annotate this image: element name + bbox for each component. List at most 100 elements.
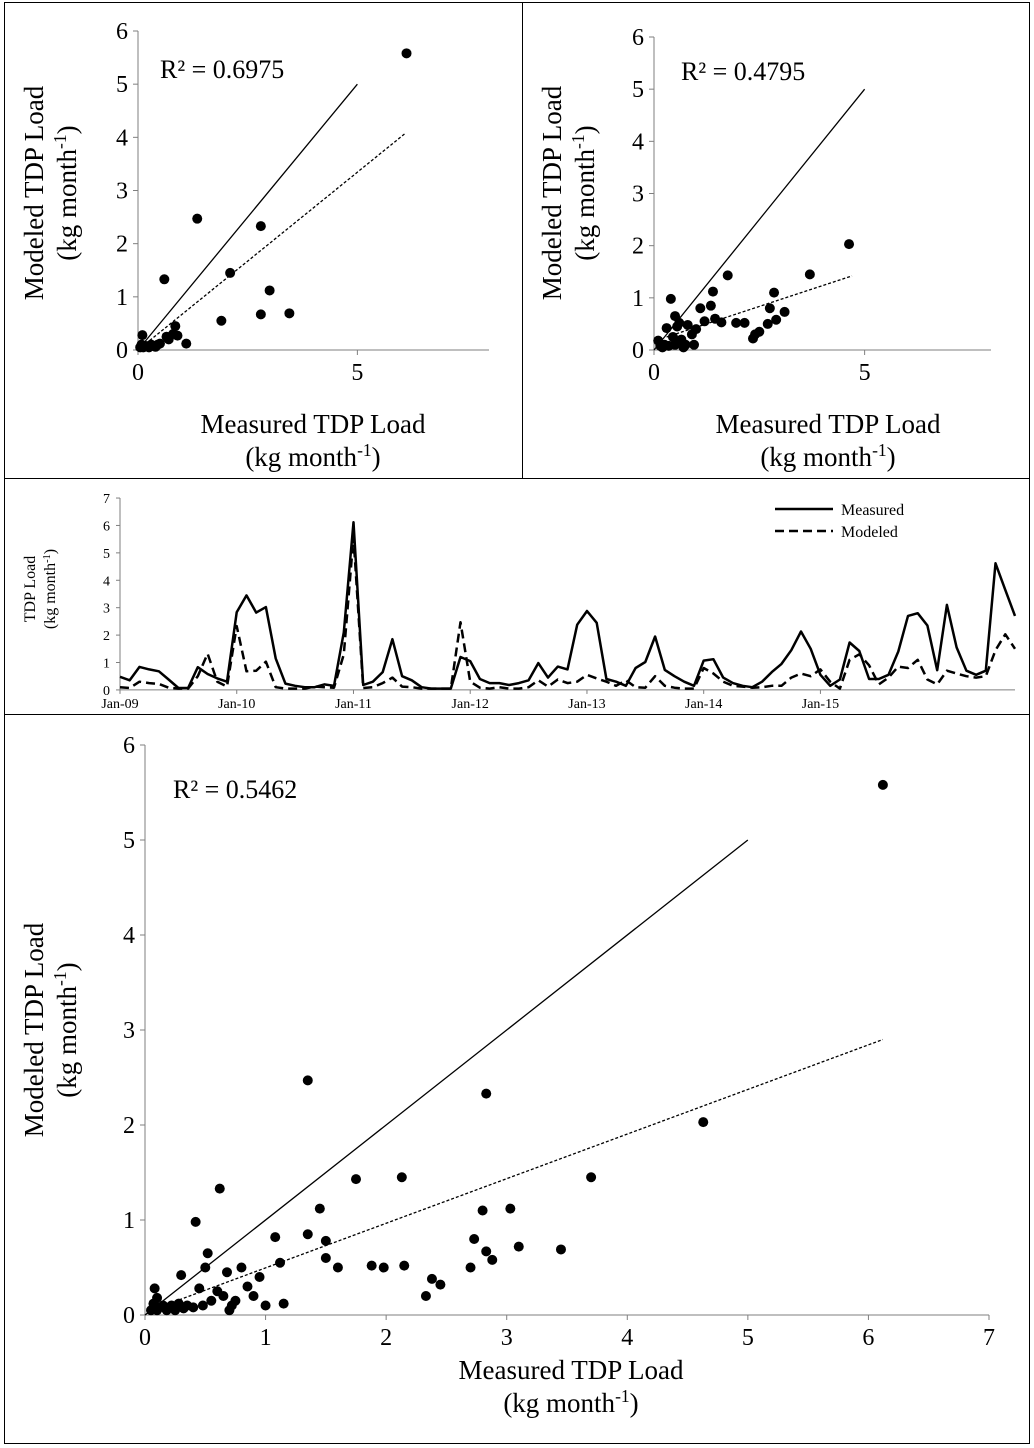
data-point [302, 1075, 313, 1086]
one-to-one-line [653, 88, 866, 351]
data-point [771, 314, 782, 325]
data-point [762, 318, 773, 329]
data-point [149, 1283, 160, 1294]
data-point [739, 317, 750, 328]
data-point [366, 1260, 377, 1271]
y-tick-label: 3 [116, 179, 128, 205]
data-point [731, 317, 742, 328]
data-point [764, 303, 775, 314]
x-tick-label: Jan-14 [685, 697, 722, 712]
data-point [699, 316, 710, 327]
data-point [707, 286, 718, 297]
data-point [426, 1273, 437, 1284]
y-tick-label: 5 [123, 828, 135, 854]
data-point [190, 1216, 201, 1227]
x-tick-label: 0 [132, 360, 144, 386]
x-tick-label: Jan-13 [568, 697, 605, 712]
x-tick-label: 5 [351, 360, 363, 386]
data-point [667, 331, 678, 342]
data-point [225, 267, 236, 278]
data-point [351, 1174, 361, 1185]
trendline [137, 132, 407, 351]
unit-label: (kg month-1) [245, 440, 380, 472]
x-axis-label: Measured TDP Load [716, 409, 941, 439]
x-tick-label: 5 [859, 360, 871, 386]
data-point [401, 48, 412, 59]
y-tick-label: 6 [103, 519, 110, 534]
x-tick-label: 4 [621, 1325, 633, 1351]
data-point [137, 330, 148, 341]
data-point [555, 1244, 566, 1255]
y-tick-label: 0 [632, 338, 644, 364]
y-tick-label: 1 [103, 657, 110, 672]
y-tick-label: 5 [103, 547, 110, 562]
one-to-one-line [144, 839, 749, 1316]
y-tick-label: 7 [103, 492, 110, 507]
y-tick-label: 0 [103, 684, 110, 699]
x-tick-label: Jan-09 [101, 697, 138, 712]
r-squared-annotation: R² = 0.6975 [160, 55, 284, 84]
data-point [877, 779, 888, 790]
data-point [716, 317, 727, 328]
unit-label: (kg month-1) [50, 125, 82, 260]
data-point [206, 1295, 217, 1306]
y-tick-label: 4 [123, 923, 135, 949]
data-point [779, 306, 790, 317]
y-tick-label: 1 [632, 286, 644, 312]
x-tick-label: Jan-11 [335, 697, 372, 712]
y-tick-label: 0 [123, 1303, 135, 1329]
y-tick-label: 2 [116, 232, 128, 258]
y-tick-label: 6 [632, 25, 644, 51]
x-tick-label: 5 [742, 1325, 754, 1351]
data-point [221, 1267, 232, 1278]
data-point [194, 1283, 205, 1294]
line-chart-timeseries: 0 1 2 3 4 5 6 7 Jan-09 Jan-10 Jan-11 Jan-12 Jan-13 Ja… [22, 492, 1017, 712]
x-tick-label: 7 [983, 1325, 995, 1351]
data-point [420, 1291, 431, 1301]
data-point [264, 285, 275, 296]
data-point [154, 338, 165, 349]
data-point [302, 1229, 313, 1240]
data-point [691, 324, 702, 335]
data-point [674, 317, 685, 328]
legend-label-modeled: Modeled [841, 524, 898, 541]
panel-scatter-a: 0 1 2 3 4 5 6 0 5 R² = 0.6975 Measured TDP Load (kg… [4, 2, 524, 480]
data-point [170, 321, 181, 332]
data-point [705, 300, 716, 311]
x-axis-label: Measured TDP Load [459, 1355, 684, 1385]
x-tick-label: 6 [862, 1325, 874, 1351]
data-point [695, 303, 706, 314]
data-point [332, 1262, 343, 1273]
data-point [320, 1235, 331, 1246]
data-point [176, 1270, 187, 1281]
data-point [722, 270, 733, 281]
y-tick-label: 1 [123, 1208, 135, 1234]
y-axis-label: Modeled TDP Load [19, 85, 49, 300]
panel-scatter-c: 0 1 2 3 4 5 6 0 1 2 3 4 5 6 7 R² = 0.5462 Measured TDP L… [4, 714, 1030, 1444]
x-tick-label: 2 [380, 1325, 392, 1351]
data-point [804, 269, 815, 280]
data-point [481, 1246, 492, 1257]
y-axis-label: TDP Load [22, 556, 39, 623]
data-point [214, 1183, 225, 1194]
y-axis-label: Modeled TDP Load [19, 922, 49, 1137]
data-point [248, 1291, 259, 1301]
y-tick-label: 1 [116, 285, 128, 311]
data-point [254, 1272, 265, 1282]
data-point [586, 1172, 597, 1183]
series-line-modeled [119, 535, 1017, 690]
x-tick-label: Jan-12 [452, 697, 489, 712]
x-tick-label: 0 [139, 1325, 151, 1351]
data-point [487, 1254, 498, 1265]
y-tick-label: 6 [116, 19, 128, 45]
x-tick-label: 3 [501, 1325, 513, 1351]
data-point [698, 1117, 709, 1128]
y-tick-label: 3 [123, 1018, 135, 1044]
y-tick-label: 6 [123, 733, 135, 759]
data-point [465, 1262, 476, 1273]
y-tick-label: 3 [632, 182, 644, 208]
data-point [260, 1300, 271, 1311]
one-to-one-line [137, 83, 358, 351]
data-point [159, 274, 170, 285]
